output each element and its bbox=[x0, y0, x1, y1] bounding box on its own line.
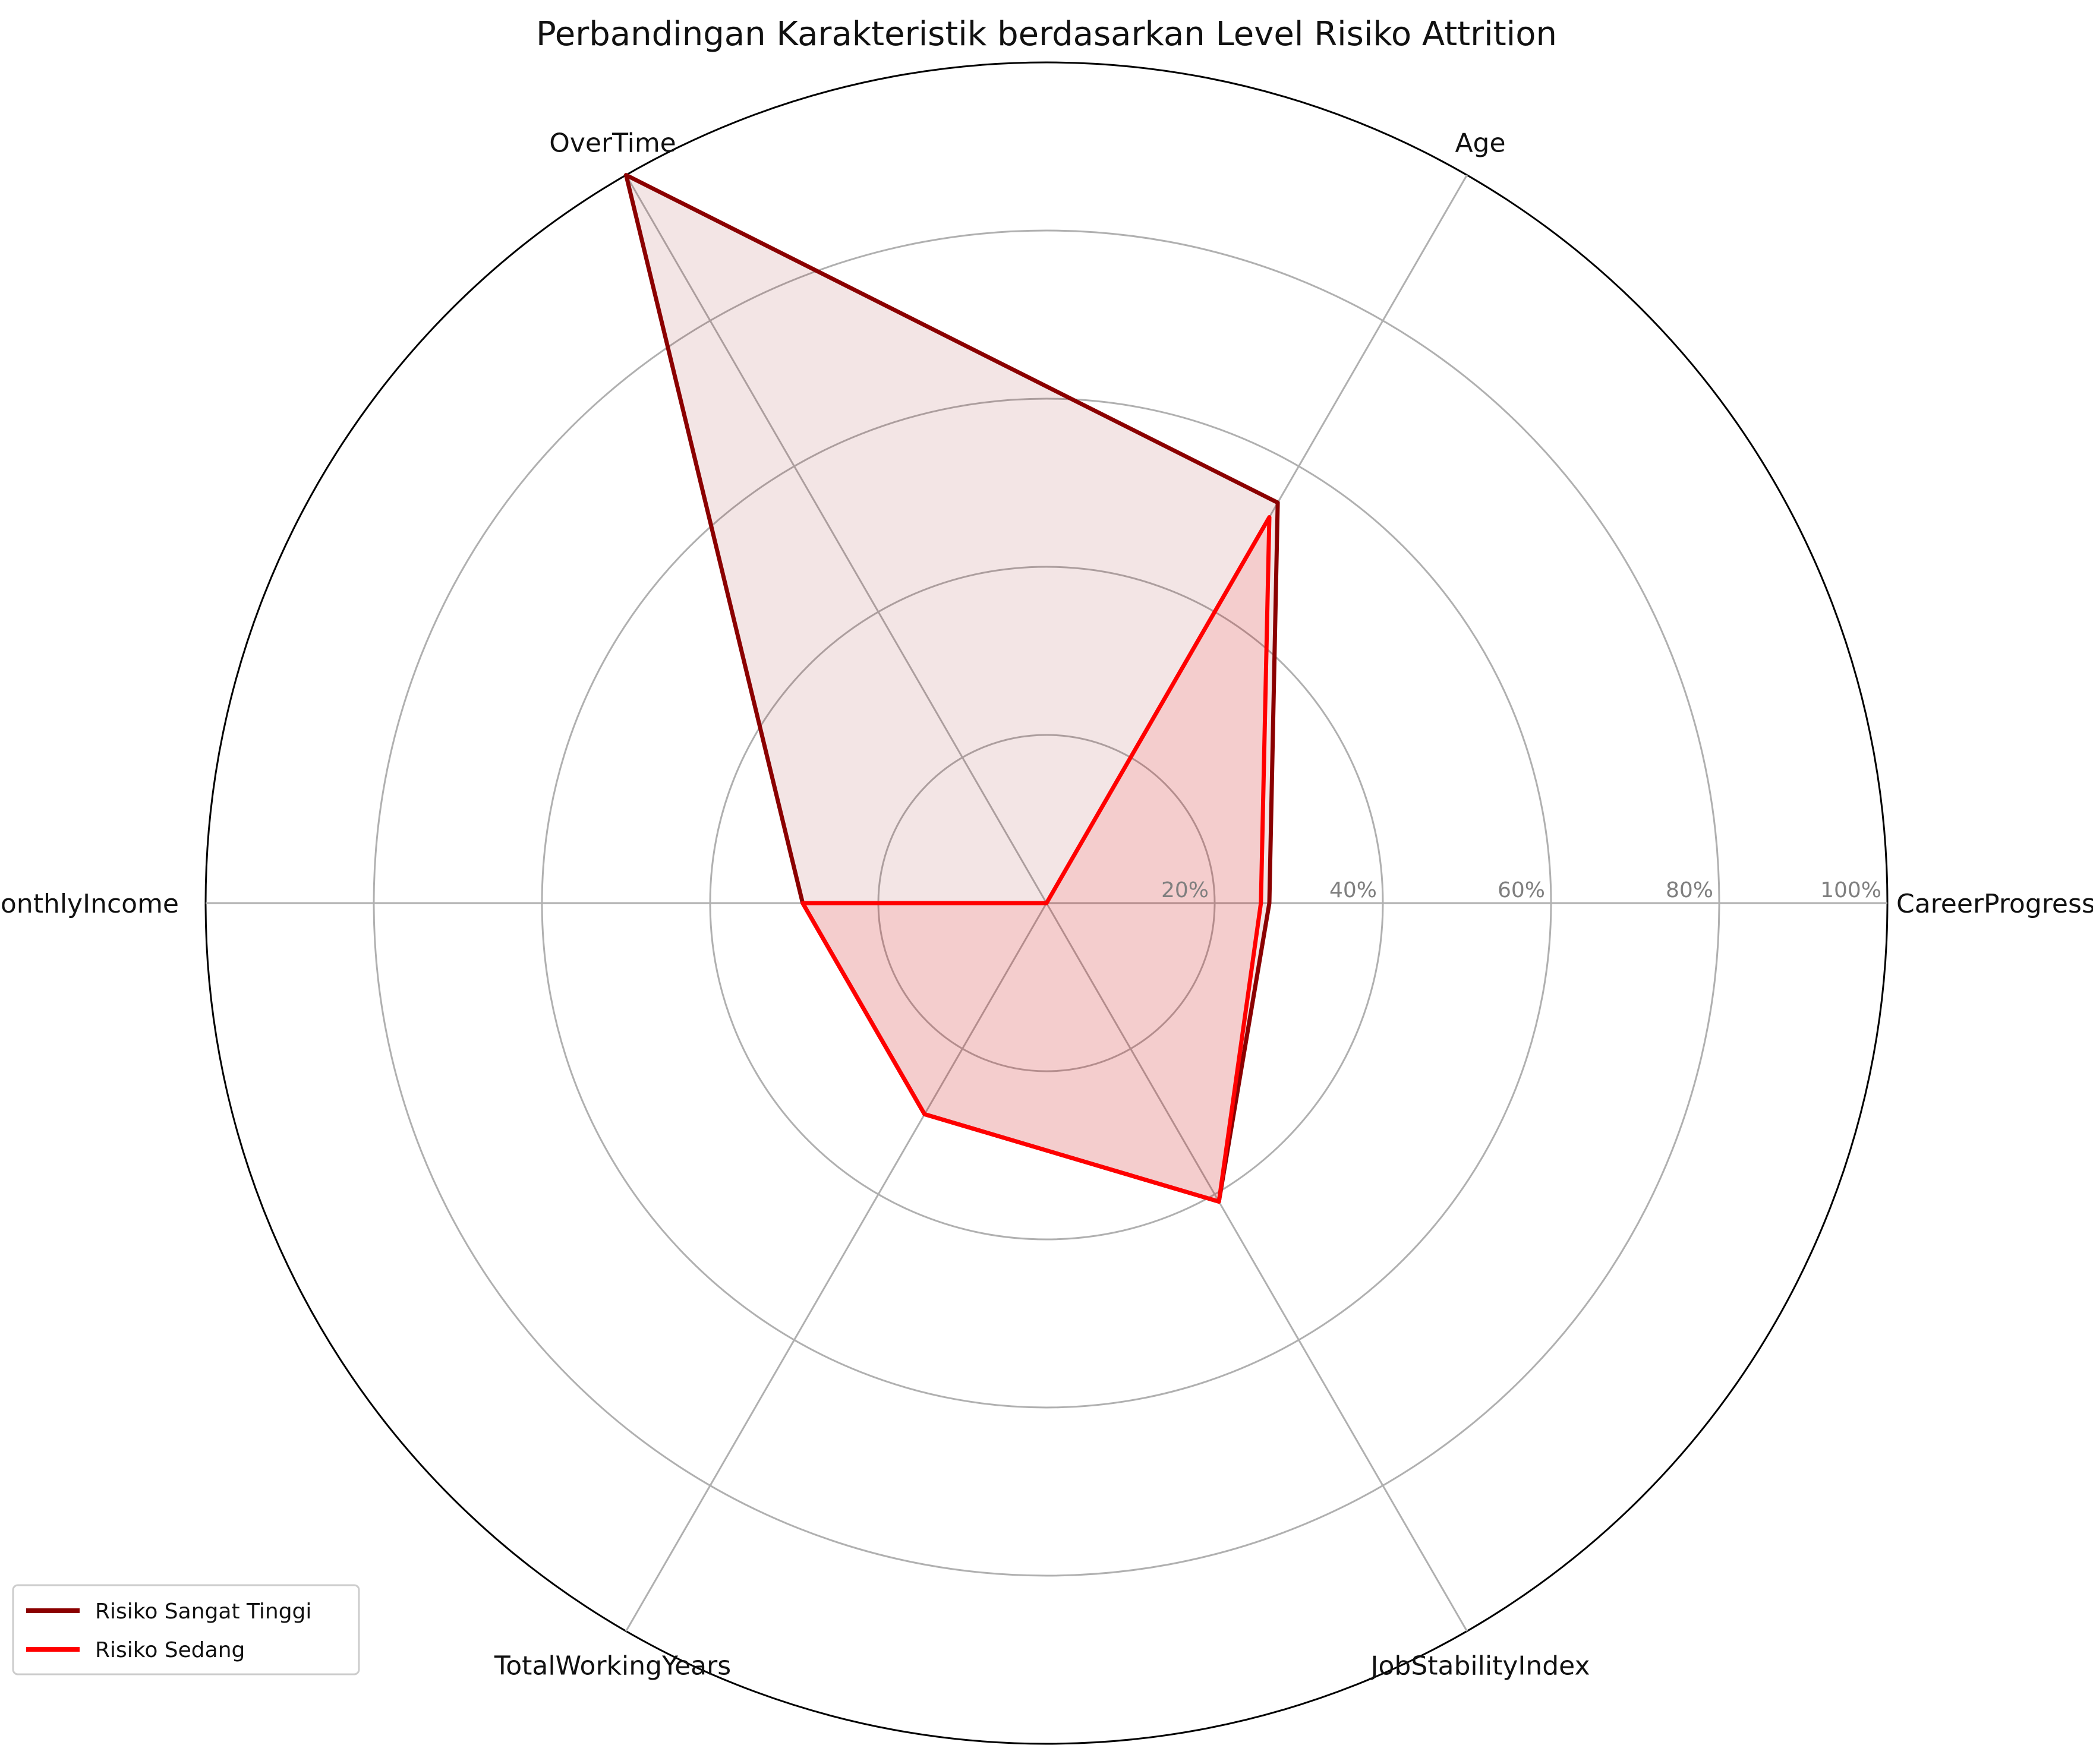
radar-labels: CareerProgressIndex Age OverTime MonthlyInc… bbox=[0, 128, 2093, 1681]
r-tick-label-3: 60% bbox=[1498, 878, 1545, 902]
legend-label-risiko-sangat-tinggi: Risiko Sangat Tinggi bbox=[95, 1599, 311, 1624]
legend-frame bbox=[12, 1584, 360, 1675]
radar-series bbox=[624, 173, 1280, 1204]
axis-label-age: Age bbox=[1455, 128, 1505, 159]
series-area-risiko-sangat-tinggi bbox=[626, 175, 1278, 1202]
legend-label-risiko-sedang: Risiko Sedang bbox=[95, 1638, 245, 1662]
r-tick-label-2: 40% bbox=[1329, 878, 1377, 902]
axis-label-totalworkingyears: TotalWorkingYears bbox=[494, 1651, 731, 1681]
radar-grid bbox=[204, 61, 1889, 1745]
axis-label-careerprogressindex: CareerProgressIndex bbox=[1896, 889, 2093, 919]
spoke-jobstabilityindex bbox=[1045, 902, 1468, 1632]
series-line-risiko-sedang bbox=[800, 515, 1272, 1204]
axis-label-monthlyincome: MonthlyIncome bbox=[0, 889, 179, 919]
r-tick-label-4: 80% bbox=[1666, 878, 1713, 902]
series-area-risiko-sedang bbox=[802, 517, 1269, 1202]
chart-title: Perbandingan Karakteristik berdasarkan L… bbox=[536, 15, 1557, 53]
spoke-overtime bbox=[625, 174, 1048, 904]
r-tick-label-1: 20% bbox=[1161, 878, 1209, 902]
r-tick-label-5: 100% bbox=[1820, 878, 1881, 902]
legend: Risiko Sangat Tinggi Risiko Sedang bbox=[12, 1584, 360, 1675]
spoke-totalworkingyears bbox=[625, 902, 1048, 1632]
axis-label-jobstabilityindex: JobStabilityIndex bbox=[1369, 1651, 1590, 1681]
axis-label-overtime: OverTime bbox=[549, 128, 676, 159]
